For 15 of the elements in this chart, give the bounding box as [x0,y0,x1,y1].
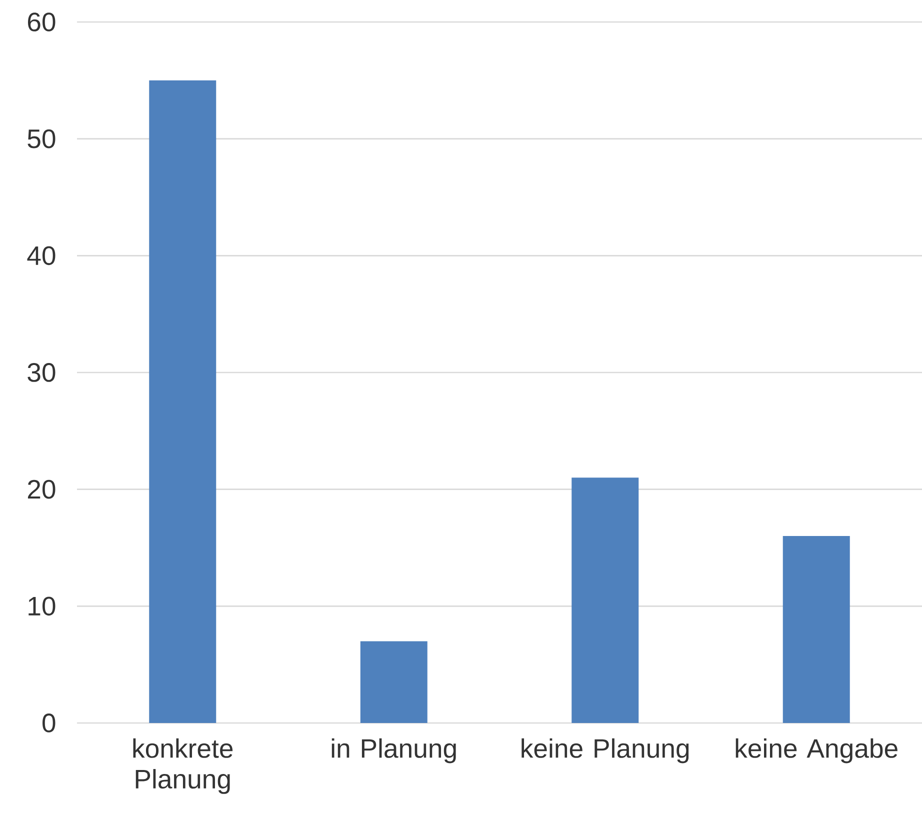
x-tick-label: in Planung [332,738,456,764]
y-tick-label: 50 [28,129,56,148]
x-tick-label: konkrete Planung [133,738,233,794]
x-tick-label: keine Planung [522,738,689,764]
bar [572,478,639,723]
y-tick-label: 10 [28,596,56,616]
bar [149,80,216,723]
y-tick-label: 0 [42,714,56,732]
bar [782,536,850,723]
y-tick-label: 60 [28,12,56,32]
y-tick-label: 20 [28,480,56,499]
y-tick-label: 40 [27,246,56,266]
x-tick-label: keine Angabe [736,738,898,764]
bar [360,641,428,723]
y-tick-label: 30 [28,363,56,382]
